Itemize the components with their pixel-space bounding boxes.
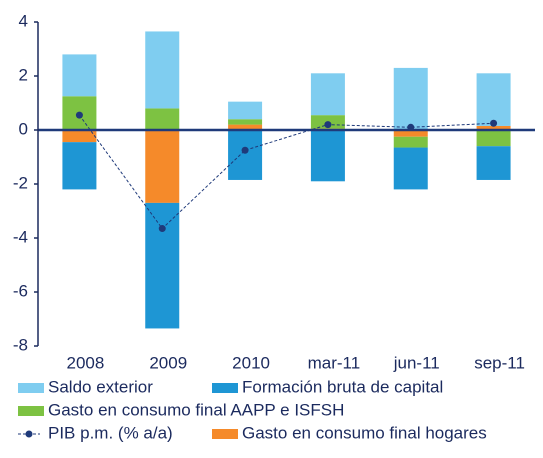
legend-label: Saldo exterior — [48, 377, 153, 396]
line-point — [324, 121, 332, 129]
x-tick-label: jun-11 — [393, 353, 440, 372]
bar-segment — [228, 124, 263, 130]
y-tick-label: 4 — [19, 11, 28, 30]
legend-marker — [25, 430, 33, 438]
line-point — [75, 111, 83, 119]
bar-segment — [228, 101, 263, 120]
y-tick-label: 2 — [19, 65, 28, 84]
y-tick-label: 0 — [19, 119, 28, 138]
y-tick-label: -6 — [13, 281, 28, 300]
line-point — [490, 119, 498, 127]
bar-segment — [476, 130, 511, 147]
bar-segment — [228, 119, 263, 125]
y-tick-label: -4 — [13, 227, 28, 246]
legend-label: Formación bruta de capital — [242, 377, 443, 396]
bar-segment — [476, 125, 511, 130]
bar-segment — [393, 136, 428, 148]
bar-segment — [476, 73, 511, 126]
bar-segment — [62, 54, 97, 97]
x-tick-label: 2008 — [67, 353, 105, 372]
legend-swatch — [18, 406, 44, 416]
line-point — [158, 225, 166, 233]
bar-segment — [145, 130, 180, 203]
legend-label: Gasto en consumo final hogares — [242, 423, 487, 442]
legend-swatch — [18, 383, 44, 393]
bar-segment — [476, 146, 511, 180]
line — [79, 114, 494, 230]
legend-label: PIB p.m. (% a/a) — [48, 423, 173, 442]
bar-segment — [62, 130, 97, 143]
x-tick-label: sep-11 — [474, 353, 525, 372]
x-tick-label: 2009 — [149, 353, 187, 372]
y-tick-label: -2 — [13, 173, 28, 192]
bar-segment — [393, 130, 428, 137]
bar-segment — [310, 73, 345, 116]
bar-segment — [145, 31, 180, 109]
legend-swatch — [212, 383, 238, 393]
bar-segment — [393, 147, 428, 190]
bar-segment — [62, 142, 97, 190]
line-point — [407, 123, 415, 131]
bar-segment — [393, 67, 428, 130]
legend-label: Gasto en consumo final AAPP e ISFSH — [48, 400, 344, 419]
legend-swatch — [212, 429, 238, 439]
line-point — [241, 146, 249, 154]
x-tick-label: 2010 — [232, 353, 270, 372]
bar-segment — [145, 108, 180, 130]
bar-segment — [310, 130, 345, 182]
bar-segment — [145, 202, 180, 329]
y-tick-label: -8 — [13, 335, 28, 354]
x-tick-label: mar-11 — [308, 353, 361, 372]
bar-segment — [228, 130, 263, 180]
